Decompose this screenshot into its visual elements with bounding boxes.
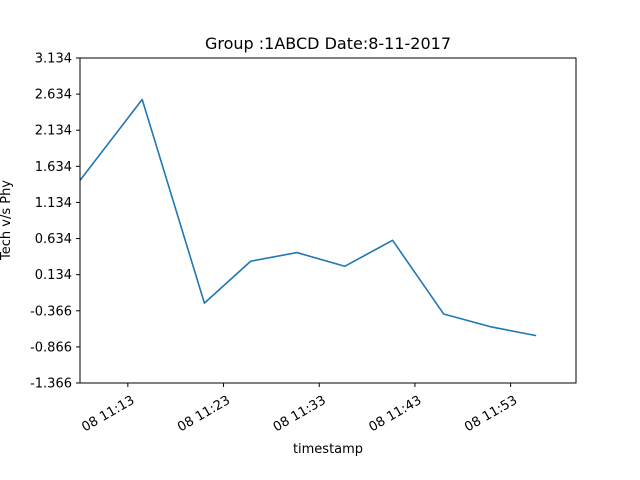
y-tick-label: 3.134: [35, 52, 72, 67]
chart-title: Group :1ABCD Date:8-11-2017: [205, 34, 451, 53]
y-tick-label: -1.366: [30, 377, 72, 392]
y-tick-label: 1.134: [35, 196, 72, 211]
y-tick-label: -0.866: [30, 340, 72, 355]
series-line-0: [79, 98, 537, 337]
y-tick-label: 0.134: [35, 268, 72, 283]
y-tick-label: 2.134: [35, 124, 72, 139]
y-tick-label: 2.634: [35, 88, 72, 103]
y-tick-label: 0.634: [35, 232, 72, 247]
x-axis-label: timestamp: [293, 442, 363, 457]
y-axis-label: Tech v/s Phy: [0, 180, 14, 261]
axes-frame: [79, 57, 577, 384]
y-tick-label: -0.366: [30, 304, 72, 319]
y-tick-label: 1.634: [35, 160, 72, 175]
